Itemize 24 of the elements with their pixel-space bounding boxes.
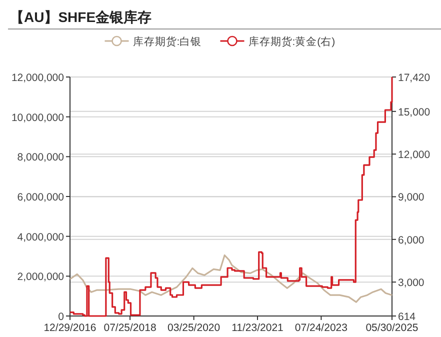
legend-label: 库存期货:白银: [132, 35, 202, 48]
y2-tick-label: 9,000: [398, 192, 424, 204]
y2-tick-label: 6,000: [398, 234, 424, 246]
x-tick-label: 11/23/2021: [232, 322, 284, 334]
y2-tick-label: 3,000: [398, 277, 424, 290]
x-tick-label: 07/24/2023: [294, 322, 348, 334]
x-tick-label: 12/29/2016: [44, 322, 96, 334]
y-tick-label: 2,000,000: [17, 271, 64, 284]
y-tick-label: 12,000,000: [11, 72, 64, 84]
x-tick-label: 05/30/2025: [366, 322, 418, 334]
x-tick-label: 07/25/2018: [104, 322, 156, 334]
y-tick-label: 10,000,000: [11, 112, 64, 124]
y-tick-label: 0: [58, 311, 64, 323]
legend-label: 库存期货:黄金(右): [248, 35, 336, 48]
y2-tick-label: 15,000: [398, 106, 430, 118]
y-tick-label: 4,000,000: [17, 231, 64, 244]
line-series: [69, 254, 393, 303]
y2-tick-label: 12,000: [398, 149, 430, 162]
y-tick-label: 6,000,000: [17, 192, 64, 204]
y-tick-label: 8,000,000: [17, 152, 64, 164]
chart-title: 【AU】SHFE金银库存: [10, 9, 152, 25]
y2-tick-label: 614: [398, 311, 416, 323]
y2-tick-label: 17,420: [398, 72, 430, 84]
x-tick-label: 03/25/2020: [168, 322, 220, 334]
